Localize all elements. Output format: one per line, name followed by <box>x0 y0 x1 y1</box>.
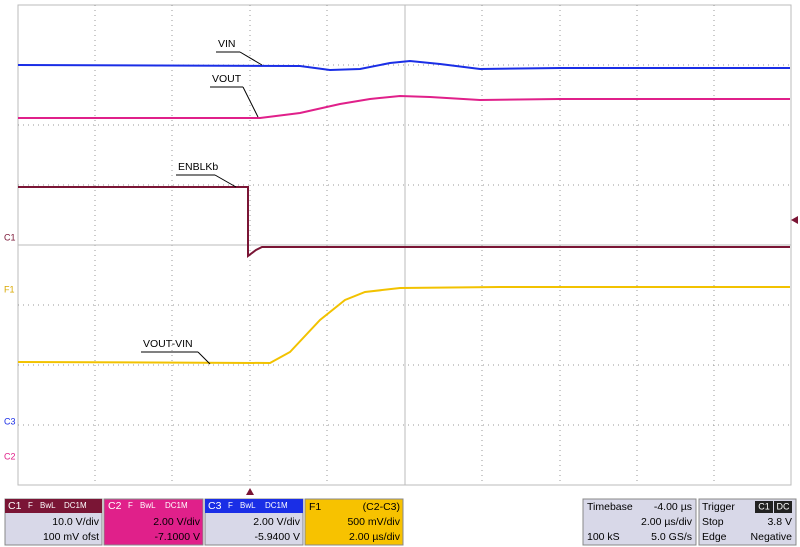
flag: DC1M <box>165 501 188 510</box>
function-source: (C2-C3) <box>363 501 400 513</box>
function-line: 2.00 µs/div <box>349 531 401 543</box>
flag: BwL <box>240 501 256 510</box>
trigger-coupling: DC <box>777 501 790 511</box>
vout-vin-trace <box>17 286 790 365</box>
function-line: 500 mV/div <box>347 516 400 528</box>
markers: C1 F1 C3 C2 <box>4 216 798 495</box>
trace-label: VIN <box>218 38 236 50</box>
trace-label: VOUT <box>212 73 242 85</box>
vin-trace <box>17 59 790 72</box>
channel-line: -5.9400 V <box>254 531 300 543</box>
marker: C3 <box>4 416 16 426</box>
function-name: F1 <box>309 501 321 513</box>
timebase-title: Timebase <box>587 501 633 513</box>
trace-label: ENBLKb <box>178 161 218 173</box>
trigger-mode: Stop <box>702 516 724 528</box>
channel-name: C3 <box>208 500 222 512</box>
trigger-slope: Negative <box>751 531 793 543</box>
trace-label: VOUT-VIN <box>143 338 193 350</box>
flag: F <box>128 501 133 510</box>
flag: F <box>228 501 233 510</box>
channel-box: C2 F BwL DC1M 2.00 V/div -7.1000 V <box>103 498 204 546</box>
grid <box>17 4 792 486</box>
timebase-div: 2.00 µs/div <box>641 516 693 528</box>
trigger-source: C1 <box>758 501 770 511</box>
timebase-samples: 100 kS <box>587 531 620 543</box>
flag: F <box>28 501 33 510</box>
trigger-level: 3.8 V <box>767 516 792 528</box>
flag: DC1M <box>265 501 288 510</box>
channel-line: 2.00 V/div <box>153 516 200 528</box>
trigger-box: Trigger C1 DC Stop 3.8 V Edge Negative <box>698 498 797 546</box>
trigger-type: Edge <box>702 531 727 543</box>
channel-box: C1 F BwL DC1M 10.0 V/div 100 mV ofst <box>4 498 103 546</box>
channel-line: 100 mV ofst <box>43 531 99 543</box>
channel-box: C3 F BwL DC1M 2.00 V/div -5.9400 V <box>204 498 304 546</box>
timebase-rate: 5.0 GS/s <box>651 531 692 543</box>
channel-name: C1 <box>8 500 22 512</box>
channel-line: -7.1000 V <box>154 531 200 543</box>
channel-name: C2 <box>108 500 122 512</box>
trigger-title: Trigger <box>702 501 735 513</box>
marker: C1 <box>4 232 16 242</box>
marker: C2 <box>4 451 16 461</box>
channel-line: 2.00 V/div <box>253 516 300 528</box>
traces <box>17 59 790 365</box>
timebase-offset: -4.00 µs <box>654 501 692 513</box>
enblkb-trace <box>18 186 790 258</box>
flag: DC1M <box>64 501 87 510</box>
flag: BwL <box>40 501 56 510</box>
leaders <box>141 51 263 365</box>
channel-line: 10.0 V/div <box>52 516 99 528</box>
marker: F1 <box>4 284 15 294</box>
flag: BwL <box>140 501 156 510</box>
function-box: F1 (C2-C3) 500 mV/div 2.00 µs/div <box>304 498 404 546</box>
timebase-box: Timebase -4.00 µs 2.00 µs/div 100 kS 5.0… <box>582 498 697 546</box>
vout-trace <box>18 94 790 119</box>
